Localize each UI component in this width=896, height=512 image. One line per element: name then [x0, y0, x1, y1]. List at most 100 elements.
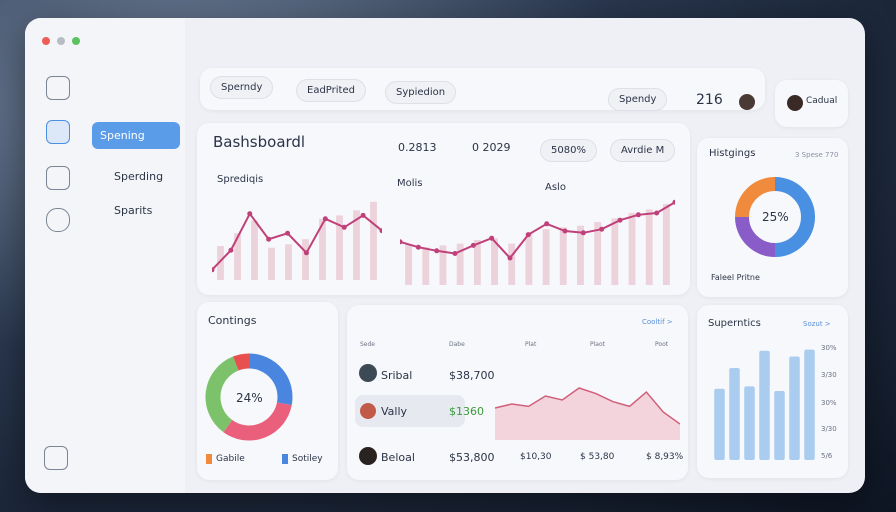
avatar	[787, 95, 803, 111]
point	[415, 244, 421, 250]
point	[341, 224, 347, 230]
bar	[234, 233, 241, 280]
link[interactable]: Sozut >	[803, 320, 831, 328]
panel-title: Superntics	[708, 318, 761, 329]
donut-segment	[735, 216, 776, 257]
area-chart	[495, 387, 680, 440]
bar	[319, 218, 326, 280]
avatar	[739, 94, 755, 110]
cell: $10,30	[520, 452, 552, 462]
bar	[405, 244, 413, 285]
donut-center: 24%	[236, 391, 263, 405]
chart-title: Molis	[397, 178, 423, 189]
bar	[285, 244, 292, 280]
nav-item[interactable]: Sperding	[114, 170, 164, 183]
nav-icon[interactable]	[44, 446, 68, 470]
panel-title[interactable]: Contings	[208, 314, 257, 327]
nav-icon[interactable]	[46, 208, 70, 232]
bar	[336, 215, 343, 280]
line	[495, 387, 680, 425]
point	[247, 211, 253, 217]
bar	[628, 213, 636, 285]
point	[544, 221, 550, 227]
point	[303, 250, 309, 256]
panel-note: 3 Spese 770	[795, 151, 839, 159]
header: Poot	[655, 341, 669, 348]
line	[400, 201, 675, 260]
donut	[735, 177, 815, 257]
bar	[370, 201, 377, 280]
line-chart	[400, 199, 675, 285]
cell: Sribal	[381, 369, 413, 382]
bar	[714, 388, 725, 460]
toolbar-button[interactable]: Sperndy	[210, 76, 274, 99]
stat: 5080%	[540, 139, 597, 162]
bar	[525, 232, 533, 285]
toolbar	[200, 68, 765, 110]
select[interactable]: Avrdie M	[610, 139, 676, 162]
bar	[456, 243, 464, 285]
point	[322, 216, 328, 222]
point	[452, 251, 458, 256]
donut-segment	[248, 353, 293, 406]
point	[212, 267, 215, 273]
dropdown[interactable]: Spendy	[608, 88, 668, 111]
point	[489, 235, 495, 241]
point	[228, 247, 234, 253]
table-panel	[347, 305, 688, 480]
bar	[662, 204, 670, 285]
donut-segment	[223, 401, 292, 441]
point	[599, 226, 605, 232]
bar	[302, 239, 309, 280]
donut-segment	[232, 353, 250, 371]
avatars	[359, 364, 377, 465]
tick-label: 5/6	[821, 452, 833, 460]
stat: 0 2029	[472, 141, 511, 154]
nav-icon[interactable]	[46, 76, 70, 100]
point	[266, 236, 272, 242]
cell: Beloal	[381, 451, 415, 464]
bar	[422, 247, 430, 285]
point	[400, 239, 403, 245]
line	[212, 211, 382, 271]
point	[635, 212, 641, 218]
cell: Vally	[381, 405, 408, 418]
header: Plaot	[590, 341, 605, 348]
user-name: Cadual	[806, 96, 838, 106]
point	[617, 217, 623, 223]
point	[562, 228, 568, 234]
nav-item[interactable]: Sparits	[114, 204, 153, 217]
toolbar-button[interactable]: EadPrited	[296, 79, 366, 102]
cell: $38,700	[449, 369, 495, 382]
bar	[491, 238, 498, 285]
panel-title: Histgings	[709, 148, 756, 159]
header: Dabe	[449, 341, 465, 348]
point	[525, 232, 531, 238]
point	[507, 255, 513, 261]
count: 216	[696, 92, 723, 108]
chart-label: Aslo	[545, 182, 566, 193]
bar	[251, 220, 258, 280]
bar	[594, 222, 602, 285]
point	[285, 230, 291, 236]
bar	[645, 209, 653, 285]
nav-icon[interactable]	[46, 120, 70, 144]
toolbar-button[interactable]: Sypiedion	[385, 81, 457, 104]
chart-title: Sprediqis	[217, 174, 264, 185]
donut-segment	[735, 177, 776, 218]
point	[360, 212, 366, 218]
point	[580, 230, 586, 236]
bar	[789, 356, 800, 460]
bar	[744, 386, 755, 460]
link[interactable]: Cooltif >	[642, 318, 673, 326]
point	[654, 210, 660, 216]
cell: $ 53,80	[580, 452, 615, 462]
cell: $1360	[449, 405, 484, 418]
point	[434, 248, 440, 254]
donut	[205, 353, 293, 441]
line-chart	[212, 201, 382, 280]
nav-icon[interactable]	[46, 166, 70, 190]
nav-item[interactable]: Spening	[92, 122, 180, 149]
point	[470, 242, 476, 248]
